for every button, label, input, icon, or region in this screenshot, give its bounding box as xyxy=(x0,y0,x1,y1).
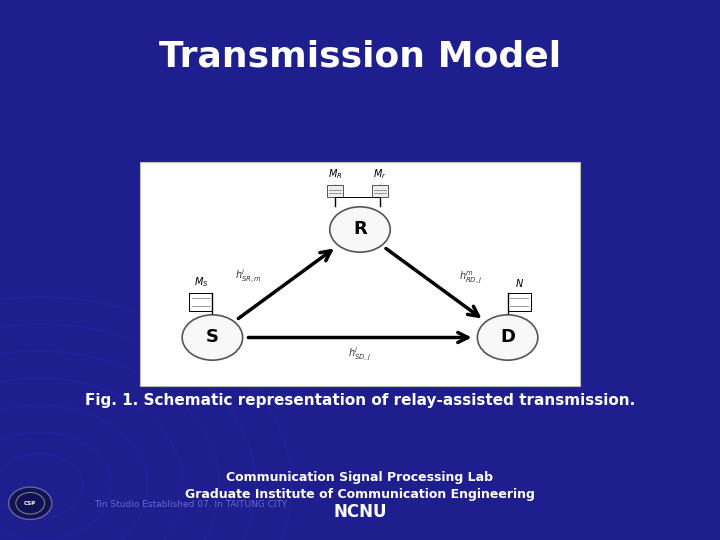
Bar xyxy=(372,185,388,197)
Circle shape xyxy=(330,207,390,252)
Text: $h^i_{SD,j}$: $h^i_{SD,j}$ xyxy=(348,346,372,363)
Text: CSP: CSP xyxy=(24,501,36,506)
Text: $h^m_{RD,j}$: $h^m_{RD,j}$ xyxy=(459,269,483,285)
Text: $N$: $N$ xyxy=(515,277,523,289)
Text: $M_R$: $M_R$ xyxy=(328,167,342,181)
Circle shape xyxy=(477,315,538,360)
Text: NCNU: NCNU xyxy=(333,503,387,521)
Text: $M_r$: $M_r$ xyxy=(374,167,387,181)
Circle shape xyxy=(182,315,243,360)
Text: S: S xyxy=(206,328,219,347)
Text: Graduate Institute of Communication Engineering: Graduate Institute of Communication Engi… xyxy=(185,488,535,501)
Text: Fig. 1. Schematic representation of relay-assisted transmission.: Fig. 1. Schematic representation of rela… xyxy=(85,393,635,408)
Text: Transmission Model: Transmission Model xyxy=(159,40,561,73)
Text: $h^i_{SR,m}$: $h^i_{SR,m}$ xyxy=(235,268,262,286)
Text: Communication Signal Processing Lab: Communication Signal Processing Lab xyxy=(227,471,493,484)
Text: $M_S$: $M_S$ xyxy=(194,275,208,289)
Bar xyxy=(327,185,343,197)
FancyBboxPatch shape xyxy=(140,162,580,386)
Text: D: D xyxy=(500,328,515,347)
Text: Tin Studio Established 07. In TAITUNG CITY: Tin Studio Established 07. In TAITUNG CI… xyxy=(94,501,287,509)
Text: R: R xyxy=(353,220,367,239)
Circle shape xyxy=(9,487,52,519)
